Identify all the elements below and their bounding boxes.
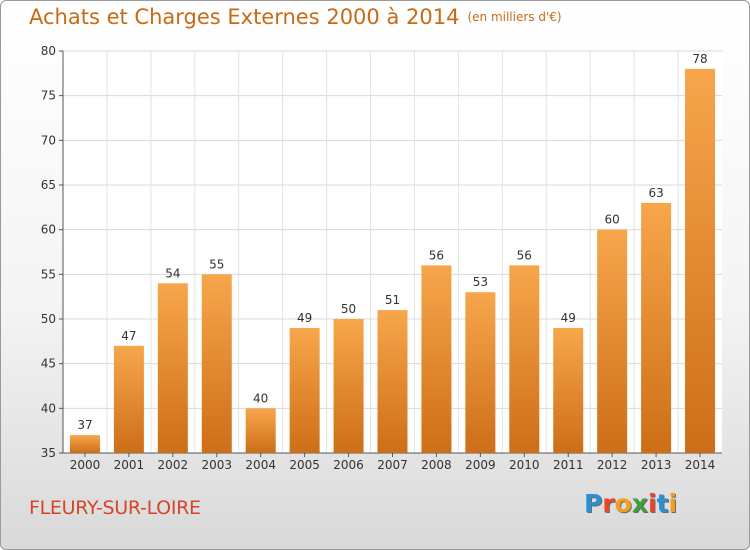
y-tick-label: 50 <box>41 312 56 326</box>
x-tick-label: 2014 <box>685 458 716 472</box>
logo-letter: i <box>668 489 678 518</box>
x-tick-label: 2002 <box>158 458 189 472</box>
y-tick-label: 70 <box>41 133 56 147</box>
data-label: 60 <box>605 213 620 227</box>
data-label: 49 <box>297 311 312 325</box>
bar-2014 <box>685 68 716 453</box>
data-label: 78 <box>692 52 707 66</box>
data-label: 49 <box>561 311 576 325</box>
data-label: 55 <box>209 257 224 271</box>
x-tick-label: 2011 <box>553 458 584 472</box>
bar-2008 <box>421 265 452 453</box>
logo-letter: t <box>656 489 669 518</box>
bar-2013 <box>641 202 672 453</box>
bar-2010 <box>509 265 540 453</box>
x-tick-label: 2001 <box>114 458 145 472</box>
data-label: 53 <box>473 275 488 289</box>
chart-title: Achats et Charges Externes 2000 à 2014 (e… <box>29 5 562 29</box>
bar-2002 <box>157 283 188 453</box>
data-label: 56 <box>429 248 444 262</box>
bar-2000 <box>69 435 100 453</box>
y-tick-label: 75 <box>41 89 56 103</box>
bar-2005 <box>289 327 320 453</box>
city-name: FLEURY-SUR-LOIRE <box>29 497 201 519</box>
data-label: 56 <box>517 248 532 262</box>
logo-letter: x <box>631 489 648 518</box>
y-tick-label: 80 <box>41 44 56 58</box>
x-tick-label: 2003 <box>201 458 232 472</box>
bar-2004 <box>245 408 276 453</box>
data-label: 51 <box>385 293 400 307</box>
y-tick-label: 65 <box>41 178 56 192</box>
data-label: 40 <box>253 391 268 405</box>
bar-2007 <box>377 310 408 453</box>
chart-subtitle: (en milliers d'€) <box>467 10 562 24</box>
bar-2009 <box>465 292 496 453</box>
logo-letter: r <box>602 489 615 518</box>
x-tick-label: 2000 <box>70 458 101 472</box>
logo-letter: o <box>614 489 632 518</box>
data-label: 50 <box>341 302 356 316</box>
bar-2003 <box>201 274 232 453</box>
y-tick-label: 45 <box>41 357 56 371</box>
y-tick-label: 35 <box>41 446 56 460</box>
x-tick-label: 2008 <box>421 458 452 472</box>
x-tick-label: 2007 <box>377 458 408 472</box>
x-tick-label: 2012 <box>597 458 628 472</box>
y-tick-label: 40 <box>41 401 56 415</box>
data-label: 63 <box>648 186 663 200</box>
y-tick-label: 60 <box>41 223 56 237</box>
logo-letter: i <box>648 489 657 518</box>
logo-letter: P <box>584 489 603 518</box>
x-tick-label: 2009 <box>465 458 496 472</box>
x-tick-label: 2006 <box>333 458 364 472</box>
bar-2012 <box>597 229 628 453</box>
bar-2001 <box>113 345 144 453</box>
title-text: Achats et Charges Externes 2000 à 2014 <box>29 5 460 29</box>
x-tick-label: 2005 <box>289 458 320 472</box>
x-tick-label: 2010 <box>509 458 540 472</box>
bar-2006 <box>333 319 364 453</box>
data-label: 47 <box>121 329 136 343</box>
data-label: 37 <box>77 418 92 432</box>
data-label: 54 <box>165 266 180 280</box>
x-tick-label: 2004 <box>245 458 276 472</box>
x-tick-label: 2013 <box>641 458 672 472</box>
y-tick-label: 55 <box>41 267 56 281</box>
proxiti-logo: Proxiti <box>584 489 677 518</box>
bar-2011 <box>553 327 584 453</box>
